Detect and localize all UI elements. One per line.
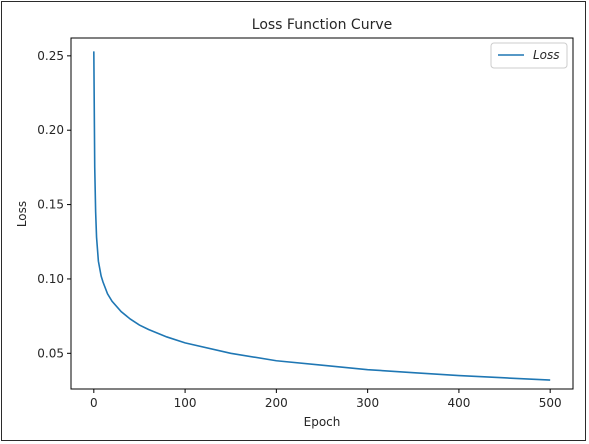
plot-area xyxy=(70,37,574,390)
y-tick-label: 0.20 xyxy=(37,123,64,137)
y-axis-label: Loss xyxy=(15,201,29,227)
x-tick-label: 400 xyxy=(447,396,470,410)
x-axis: 0 100 200 300 400 500 xyxy=(90,389,562,410)
x-tick-label: 300 xyxy=(356,396,379,410)
y-tick-label: 0.10 xyxy=(37,272,64,286)
y-tick-label: 0.25 xyxy=(37,49,64,63)
legend: Loss xyxy=(490,42,568,69)
x-tick-label: 500 xyxy=(539,396,562,410)
x-axis-label: Epoch xyxy=(304,415,341,429)
series-line-loss xyxy=(93,51,551,381)
x-tick-label: 100 xyxy=(174,396,197,410)
y-tick-label: 0.05 xyxy=(37,346,64,360)
chart-title: Loss Function Curve xyxy=(252,17,392,33)
y-tick-label: 0.15 xyxy=(37,198,64,212)
x-tick-label: 0 xyxy=(90,396,98,410)
y-axis: 0.05 0.10 0.15 0.20 0.25 xyxy=(37,49,71,360)
x-tick-label: 200 xyxy=(265,396,288,410)
legend-box xyxy=(490,42,568,69)
legend-label-loss: Loss xyxy=(533,48,560,62)
